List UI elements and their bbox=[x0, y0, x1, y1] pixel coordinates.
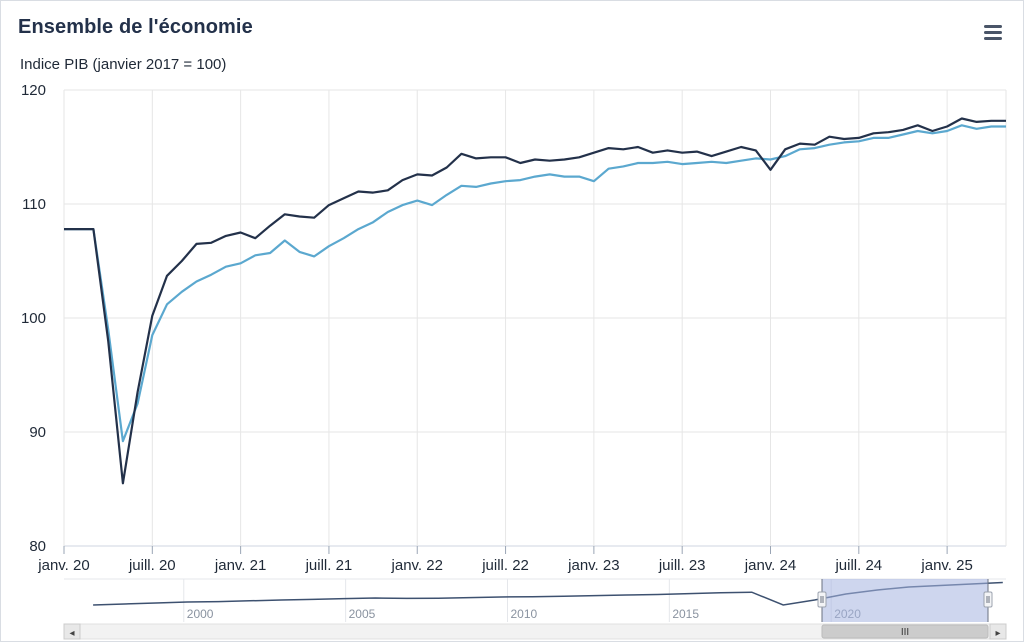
y-tick-label: 90 bbox=[29, 424, 46, 441]
y-tick-label: 120 bbox=[21, 82, 46, 99]
series-group bbox=[64, 117, 1006, 485]
scroll-left-arrow-icon: ◂ bbox=[69, 628, 74, 639]
grid bbox=[63, 89, 1007, 547]
x-tick-label: janv. 24 bbox=[744, 557, 796, 574]
navigator-right-handle[interactable] bbox=[983, 591, 993, 608]
y-axis-ticks: 80 90 100 110 120 bbox=[21, 82, 46, 555]
series-line-2 bbox=[64, 124, 1006, 443]
y-tick-label: 100 bbox=[21, 310, 46, 327]
navigator-year-label: 2005 bbox=[349, 607, 376, 621]
navigator-year-label: 2015 bbox=[672, 607, 699, 621]
scrollbar-right-button[interactable] bbox=[989, 623, 1007, 640]
y-tick-label: 80 bbox=[29, 538, 46, 555]
scrollbar-left-button[interactable] bbox=[63, 623, 81, 640]
scroll-right-arrow-icon: ▸ bbox=[995, 628, 1000, 639]
x-tick-label: janv. 23 bbox=[567, 557, 619, 574]
x-axis-ticks: janv. 20 juill. 20 janv. 21 juill. 21 janv. … bbox=[37, 546, 973, 574]
x-tick-label: juill. 22 bbox=[481, 557, 529, 574]
hamburger-menu-icon[interactable] bbox=[979, 20, 1007, 46]
x-tick-label: janv. 22 bbox=[391, 557, 443, 574]
scrollbar-grip: III bbox=[901, 627, 909, 638]
x-tick-label: juill. 23 bbox=[658, 557, 706, 574]
navigator-year-label: 2010 bbox=[510, 607, 537, 621]
navigator-year-label: 2000 bbox=[187, 607, 214, 621]
chart-title: Ensemble de l'économie bbox=[18, 16, 253, 38]
x-tick-label: juill. 21 bbox=[305, 557, 353, 574]
y-axis-title: Indice PIB (janvier 2017 = 100) bbox=[20, 56, 227, 73]
y-tick-label: 110 bbox=[22, 196, 46, 213]
x-tick-label: janv. 25 bbox=[920, 557, 972, 574]
x-tick-label: juill. 24 bbox=[834, 557, 882, 574]
x-tick-label: juill. 20 bbox=[128, 557, 176, 574]
series-line-1 bbox=[64, 117, 1006, 485]
scrollbar-thumb[interactable] bbox=[821, 624, 989, 639]
x-tick-label: janv. 20 bbox=[37, 557, 89, 574]
x-tick-label: janv. 21 bbox=[214, 557, 266, 574]
navigator-selection-mask[interactable] bbox=[822, 579, 988, 622]
navigator-left-handle[interactable] bbox=[817, 591, 827, 608]
navigator[interactable]: 20002005201020152020 ◂ ▸ III bbox=[63, 578, 1007, 640]
